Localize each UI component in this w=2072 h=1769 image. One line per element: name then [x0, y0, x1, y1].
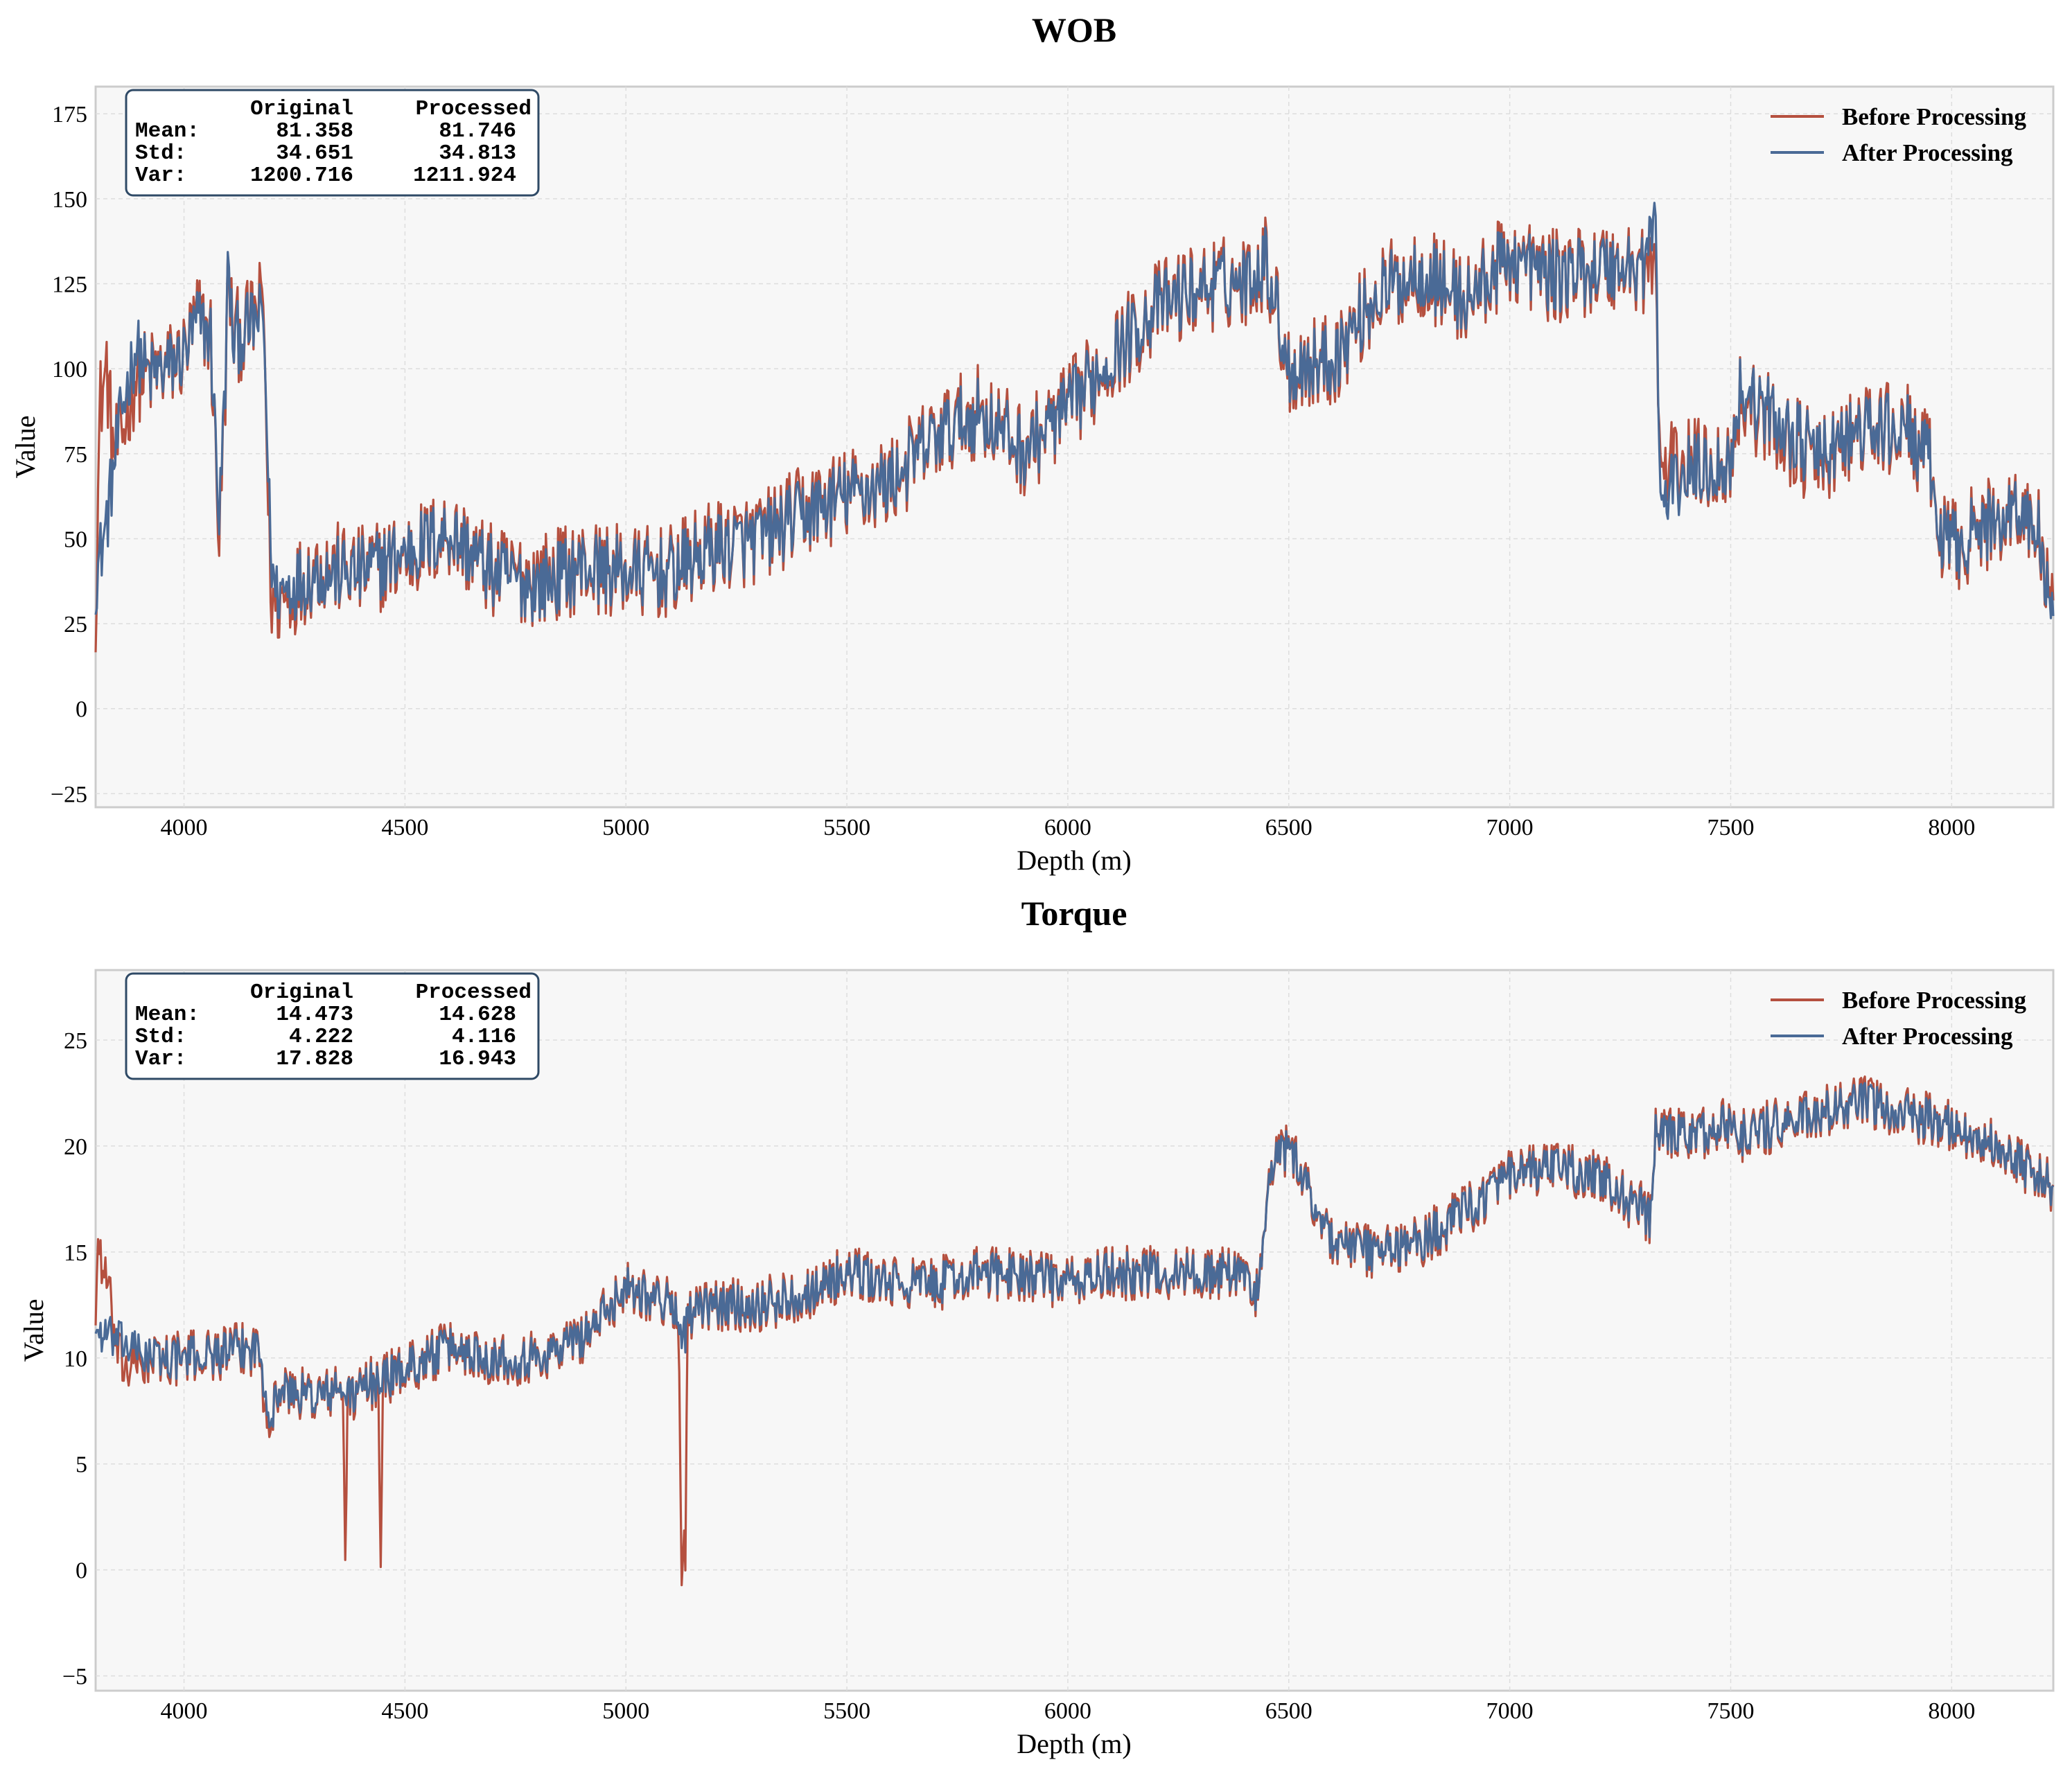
wob-series — [94, 202, 2055, 653]
wob-y-tick-label: 100 — [52, 357, 87, 382]
wob-legend-after-label: After Processing — [1842, 139, 2013, 166]
torque-y-tick-label: 25 — [64, 1028, 87, 1054]
wob-stats-mean-label: Mean: — [135, 119, 200, 143]
wob-y-tick-label: 50 — [64, 527, 87, 552]
torque-stats-var-processed: 16.943 — [439, 1047, 516, 1071]
torque-x-tick-label: 5500 — [823, 1698, 870, 1724]
wob-stats-col-original: Original — [250, 97, 353, 121]
torque-x-tick-label: 4500 — [381, 1698, 428, 1724]
wob-legend: Before Processing After Processing — [1771, 103, 2027, 166]
torque-y-tick-label: 0 — [76, 1558, 87, 1584]
torque-legend-before-label: Before Processing — [1842, 987, 2027, 1014]
wob-y-tick-label: 125 — [52, 272, 87, 298]
wob-stats-col-processed: Processed — [416, 97, 532, 121]
torque-title: Torque — [1021, 894, 1127, 933]
torque-y-axis-label: Value — [18, 1299, 49, 1362]
torque-stats-mean-original: 14.473 — [276, 1003, 353, 1027]
torque-x-tick-label: 6500 — [1265, 1698, 1312, 1724]
torque-stats-var-label: Var: — [135, 1047, 186, 1071]
torque-y-tick-label: 15 — [64, 1240, 87, 1266]
wob-x-tick-label: 5000 — [602, 815, 649, 841]
wob-stats-mean-processed: 81.746 — [439, 119, 516, 143]
wob-stats-std-processed: 34.813 — [439, 141, 516, 166]
wob-x-tick-label: 5500 — [823, 815, 870, 841]
wob-y-tick-label: 0 — [76, 697, 87, 723]
torque-stats-mean-processed: 14.628 — [439, 1003, 516, 1027]
torque-y-tick-label: 20 — [64, 1134, 87, 1160]
torque-x-tick-label: 5000 — [602, 1698, 649, 1724]
torque-stats-std-label: Std: — [135, 1025, 186, 1049]
torque-x-tick-label: 7000 — [1486, 1698, 1534, 1724]
torque-stats-std-original: 4.222 — [289, 1025, 353, 1049]
wob-stats-std-label: Std: — [135, 141, 186, 166]
wob-y-axis-label: Value — [10, 415, 41, 478]
wob-y-tick-label: 150 — [52, 187, 87, 213]
wob-x-tick-label: 4000 — [161, 815, 208, 841]
wob-series-after-processing-line — [94, 202, 2055, 622]
torque-legend-after-label: After Processing — [1842, 1023, 2013, 1050]
torque-stats-std-processed: 4.116 — [452, 1025, 516, 1049]
torque-plot-area — [94, 969, 2055, 1692]
torque-stats-col-processed: Processed — [416, 980, 532, 1005]
wob-x-tick-label: 8000 — [1928, 815, 1975, 841]
torque-y-tick-label: 10 — [64, 1346, 87, 1372]
wob-x-tick-label: 4500 — [381, 815, 428, 841]
wob-stats-var-label: Var: — [135, 164, 186, 188]
wob-x-tick-label: 7000 — [1486, 815, 1534, 841]
wob-y-ticks: −25 0 25 50 75 100 125 150 175 — [51, 102, 87, 807]
torque-stats-mean-label: Mean: — [135, 1003, 200, 1027]
torque-stats-box: Original Processed Mean: 14.473 14.628 S… — [125, 972, 540, 1080]
torque-x-tick-label: 4000 — [161, 1698, 208, 1724]
torque-x-tick-label: 6000 — [1044, 1698, 1091, 1724]
torque-y-tick-label: 5 — [76, 1452, 87, 1478]
wob-y-tick-label: 175 — [52, 102, 87, 127]
wob-title: WOB — [1032, 10, 1116, 49]
torque-legend: Before Processing After Processing — [1771, 987, 2027, 1050]
wob-stats-mean-original: 81.358 — [276, 119, 353, 143]
wob-stats-var-processed: 1211.924 — [413, 164, 516, 188]
wob-panel: WOB 4000 4500 5000 5500 6000 6500 7000 7500 8000… — [10, 10, 2055, 876]
torque-series-after-processing-line — [94, 1082, 2055, 1429]
wob-legend-before-label: Before Processing — [1842, 103, 2027, 130]
torque-x-tick-label: 7500 — [1707, 1698, 1754, 1724]
wob-x-tick-label: 7500 — [1707, 815, 1754, 841]
torque-series — [94, 1075, 2055, 1587]
wob-stats-std-original: 34.651 — [276, 141, 353, 166]
wob-x-ticks: 4000 4500 5000 5500 6000 6500 7000 7500 8000 — [161, 815, 1976, 841]
wob-y-tick-label: 75 — [64, 442, 87, 468]
wob-grid — [96, 87, 2053, 807]
wob-x-tick-label: 6500 — [1265, 815, 1312, 841]
torque-y-tick-label: −5 — [62, 1664, 87, 1690]
wob-y-tick-label: −25 — [51, 782, 87, 807]
torque-stats-var-original: 17.828 — [276, 1047, 353, 1071]
wob-stats-box: Original Processed Mean: 81.358 81.746 S… — [125, 89, 540, 197]
torque-x-axis-label: Depth (m) — [1017, 1728, 1132, 1759]
torque-y-ticks: −5 0 5 10 15 20 25 — [62, 1028, 87, 1690]
wob-y-tick-label: 25 — [64, 612, 87, 637]
wob-stats-var-original: 1200.716 — [250, 164, 353, 188]
torque-x-ticks: 4000 4500 5000 5500 6000 6500 7000 7500 8000 — [161, 1698, 1976, 1724]
torque-stats-col-original: Original — [250, 980, 353, 1005]
wob-x-tick-label: 6000 — [1044, 815, 1091, 841]
torque-panel: Torque 4000 4500 5000 5500 6000 6500 7000 7500 8… — [18, 894, 2055, 1759]
torque-x-tick-label: 8000 — [1928, 1698, 1975, 1724]
wob-x-axis-label: Depth (m) — [1017, 845, 1132, 876]
